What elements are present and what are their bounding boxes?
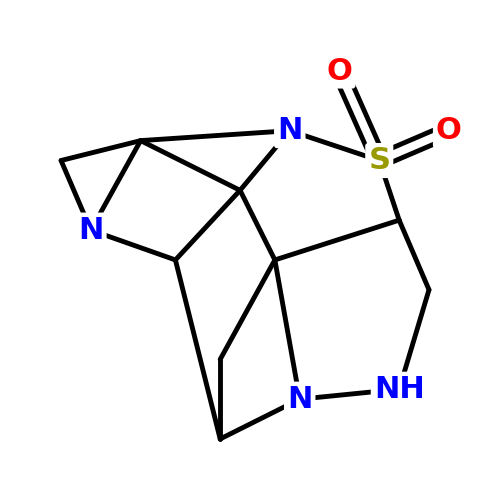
Text: N: N [287, 384, 312, 414]
Text: N: N [277, 116, 302, 145]
Text: N: N [78, 216, 104, 244]
Text: S: S [368, 146, 390, 175]
Text: NH: NH [374, 374, 424, 404]
Text: O: O [326, 56, 352, 86]
Text: O: O [436, 116, 462, 145]
